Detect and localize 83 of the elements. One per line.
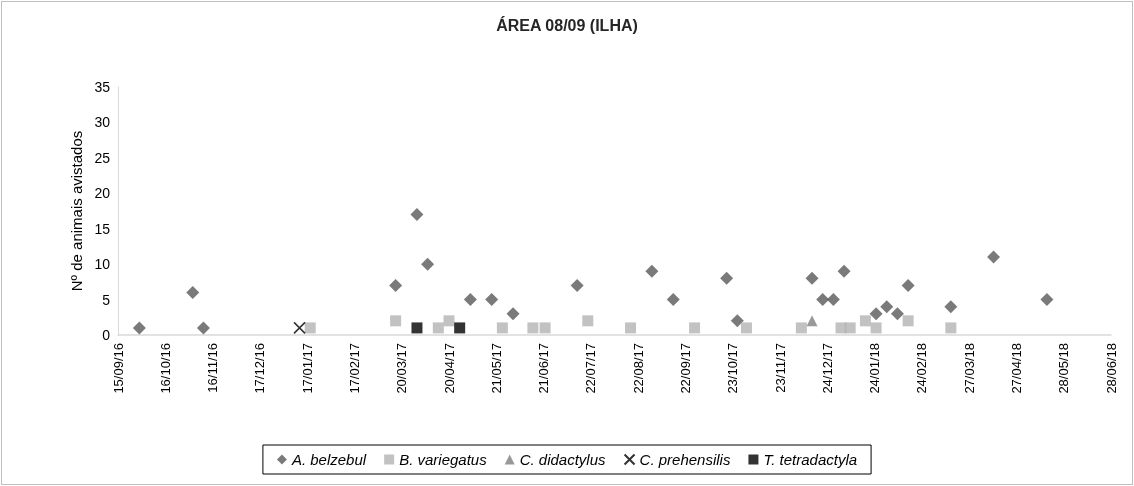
point — [945, 322, 957, 334]
y-tick-label: 35 — [94, 79, 111, 95]
y-axis-title: Nº de animais avistados — [67, 130, 85, 292]
x-tick-label: 23/10/17 — [725, 343, 741, 394]
point — [944, 300, 958, 314]
legend-label: T. tetradactyla — [763, 451, 858, 468]
x-tick-label: 17/02/17 — [346, 343, 362, 394]
point — [132, 321, 146, 335]
x-tick-label: 16/10/16 — [157, 343, 173, 394]
x-tick-label: 17/12/16 — [252, 343, 268, 394]
point — [570, 278, 584, 292]
y-tick-label: 20 — [94, 185, 111, 202]
point — [901, 278, 915, 292]
point — [389, 278, 403, 292]
point — [582, 315, 594, 327]
x-tick-label: 21/05/17 — [488, 343, 504, 394]
x-tick-label: 22/07/17 — [583, 343, 599, 394]
x-tick-label: 21/06/17 — [536, 343, 552, 394]
y-tick-label: 30 — [94, 114, 111, 131]
point — [421, 257, 435, 271]
point — [1040, 293, 1054, 307]
point — [666, 293, 680, 307]
point — [880, 300, 894, 314]
x-tick-label: 17/01/17 — [299, 343, 315, 394]
point — [902, 315, 914, 327]
x-tick-label: 24/01/18 — [867, 343, 883, 394]
point — [196, 321, 210, 335]
point — [527, 322, 539, 334]
point — [186, 285, 200, 299]
point — [432, 322, 444, 334]
point — [411, 322, 423, 334]
point — [539, 322, 551, 334]
legend-label: C. prehensilis — [639, 451, 731, 468]
x-tick-label: 23/11/17 — [772, 343, 788, 393]
point — [826, 293, 840, 307]
legend-label: B. variegatus — [399, 451, 488, 468]
x-tick-label: 16/11/16 — [205, 343, 221, 393]
point — [496, 322, 508, 334]
y-tick-label: 5 — [102, 291, 111, 308]
point — [987, 250, 1001, 264]
point — [625, 322, 637, 334]
point — [689, 322, 701, 334]
point — [443, 315, 455, 327]
x-tick-label: 28/05/18 — [1056, 343, 1072, 394]
point — [869, 307, 883, 321]
point — [730, 314, 744, 328]
legend-label: A. belzebul — [290, 451, 367, 468]
point — [463, 293, 477, 307]
legend-label: C. didactylus — [519, 451, 607, 468]
x-tick-label: 20/03/17 — [394, 343, 410, 394]
point — [410, 208, 424, 222]
point — [870, 322, 882, 334]
y-tick-label: 15 — [94, 220, 111, 237]
point — [293, 321, 306, 335]
point — [844, 322, 856, 334]
point — [506, 307, 520, 321]
x-tick-label: 15/09/16 — [110, 343, 126, 394]
chart-title: ÁREA 08/09 (ILHA) — [496, 15, 638, 34]
point — [837, 264, 851, 278]
x-tick-label: 28/06/18 — [1103, 343, 1119, 394]
y-tick-label: 10 — [94, 256, 111, 273]
point — [795, 322, 807, 334]
point — [816, 293, 830, 307]
x-tick-label: 24/12/17 — [819, 343, 835, 394]
x-tick-label: 27/04/18 — [1008, 343, 1024, 394]
point — [304, 322, 316, 334]
point — [740, 322, 752, 334]
point — [390, 315, 402, 327]
x-tick-label: 22/08/17 — [630, 343, 646, 394]
y-tick-label: 0 — [102, 327, 111, 343]
point — [720, 271, 734, 285]
point — [454, 322, 466, 334]
point — [485, 293, 499, 307]
y-tick-label: 25 — [94, 149, 111, 166]
point — [645, 264, 659, 278]
point — [890, 307, 904, 321]
x-tick-label: 20/04/17 — [441, 343, 457, 394]
x-tick-label: 27/03/18 — [961, 343, 977, 394]
x-tick-label: 22/09/17 — [677, 343, 693, 394]
point — [859, 315, 871, 327]
x-tick-label: 24/02/18 — [914, 343, 930, 394]
point — [806, 315, 818, 327]
point — [805, 271, 819, 285]
